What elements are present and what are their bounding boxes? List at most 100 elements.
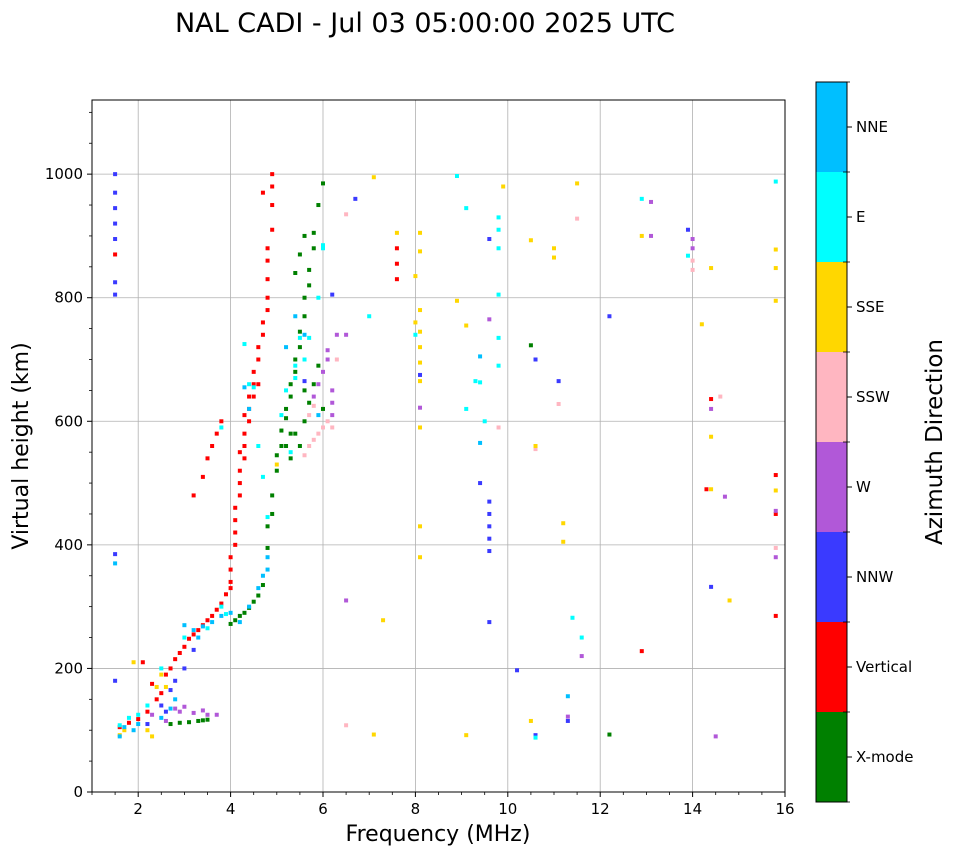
echo-point [330,292,335,297]
echo-point [205,712,210,717]
echo-point [288,431,293,436]
echo-point [113,292,118,297]
echo-point [228,586,233,591]
echo-point [122,728,127,733]
echo-point [233,505,238,510]
echo-point [159,691,164,696]
echo-point [265,545,270,550]
colorbar-label: NNW [856,568,893,586]
echo-point [302,419,307,424]
echo-point [496,335,501,340]
echo-point [325,348,330,353]
echo-point [270,511,275,516]
series-nnw [113,172,714,738]
echo-point [150,681,155,686]
echo-point [487,620,492,625]
echo-point [311,382,316,387]
echo-point [293,369,298,374]
y-axis-label: Virtual height (km) [9,342,34,549]
echo-point [709,584,714,589]
echo-point [334,332,339,337]
echo-point [418,249,423,254]
echo-point [311,437,316,442]
echo-point [293,314,298,319]
echo-point [256,593,261,598]
x-tick-label: 6 [318,800,328,818]
colorbar-segment [816,712,847,802]
echo-point [270,203,275,208]
echo-point [556,401,561,406]
echo-point [482,419,487,424]
echo-point [182,623,187,628]
echo-point [237,493,242,498]
echo-point [159,672,164,677]
echo-point [528,343,533,348]
echo-point [233,530,238,535]
echo-point [173,706,178,711]
echo-point [496,425,501,430]
echo-point [210,620,215,625]
echo-point [325,419,330,424]
y-tick-label: 400 [54,536,83,554]
echo-point [639,196,644,201]
echo-point [685,253,690,258]
echo-point [307,444,312,448]
echo-point [242,456,247,461]
echo-point [293,376,298,381]
echo-point [464,733,469,738]
echo-point [464,406,469,411]
echo-point [709,266,714,271]
series-w [150,199,778,739]
colorbar-frame [815,81,848,803]
echo-point [205,717,210,722]
echo-point [487,499,492,504]
echo-point [196,628,201,633]
echo-point [265,308,270,313]
echo-point [297,329,302,334]
echo-point [260,320,265,325]
echo-point [251,385,256,390]
echo-point [487,524,492,529]
echo-point [274,462,279,467]
echo-point [247,604,252,609]
echo-point [265,515,270,520]
echo-point [293,431,298,436]
series-nne [113,314,570,739]
colorbar-segment [816,262,847,352]
echo-point [168,666,173,671]
echo-point [177,709,182,714]
echo-point [256,345,261,350]
echo-point [533,357,538,362]
echo-point [113,237,118,242]
echo-point [316,431,321,436]
echo-point [242,385,247,390]
echo-point [260,583,265,588]
echo-point [307,267,312,272]
grid-lines [92,100,786,793]
echo-point [565,718,570,723]
echo-point [145,709,150,714]
echo-point [200,708,205,713]
echo-point [496,227,501,232]
echo-point [418,555,423,560]
echo-point [182,704,187,709]
series-e [117,173,778,740]
echo-point [113,280,118,285]
echo-point [773,613,778,618]
echo-point [418,379,423,384]
echo-point [265,567,270,572]
echo-point [228,579,233,584]
echo-point [394,277,399,282]
x-tick-label: 2 [133,800,143,818]
echo-point [321,406,325,411]
echo-point [113,206,118,211]
echo-point [302,314,307,319]
echo-point [237,613,242,618]
x-tick-label: 14 [683,800,702,818]
echo-point [381,618,386,623]
echo-point [163,684,168,689]
echo-point [413,274,418,279]
echo-point [242,431,247,436]
echo-point [528,238,533,243]
